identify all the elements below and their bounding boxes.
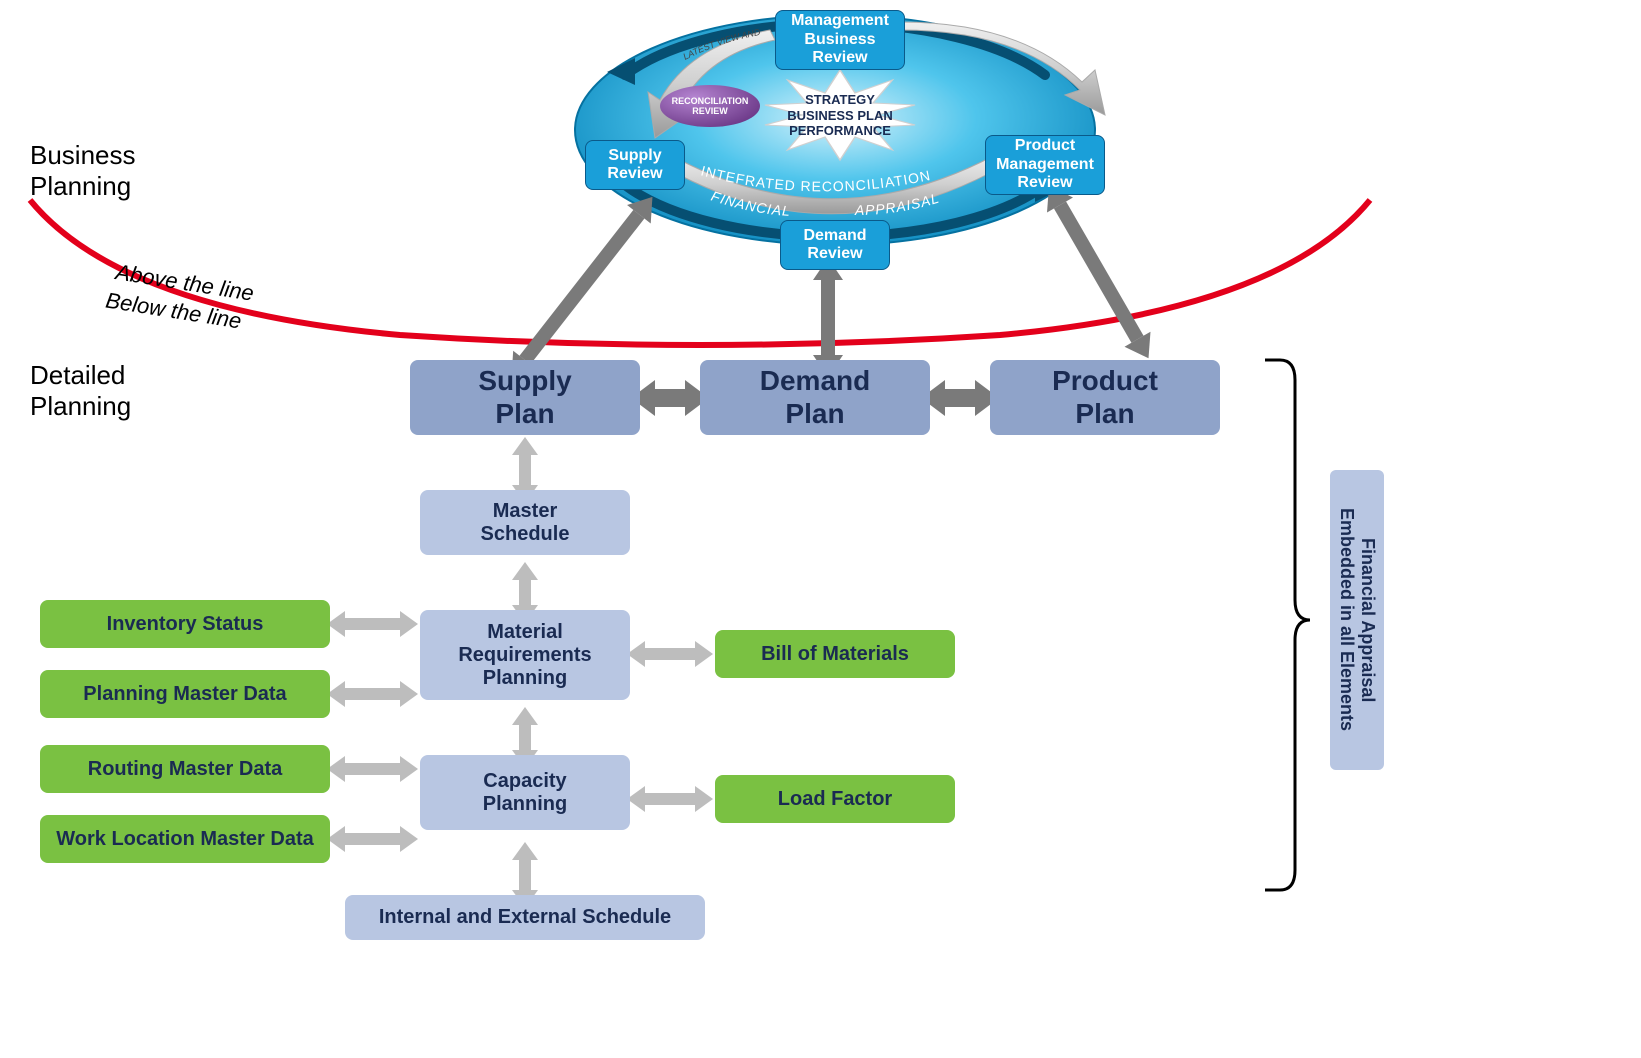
bom-box: Bill of Materials bbox=[715, 630, 955, 678]
bracket bbox=[1265, 360, 1310, 890]
product-review-box: Product Management Review bbox=[985, 135, 1105, 195]
swoosh-bottom bbox=[670, 155, 1005, 214]
starburst-text: STRATEGY BUSINESS PLAN PERFORMANCE bbox=[780, 92, 900, 139]
demand-review-box: Demand Review bbox=[780, 220, 890, 270]
svg-text:INTEFRATED RECONCILIATION: INTEFRATED RECONCILIATION bbox=[699, 162, 932, 194]
product-plan-box: Product Plan bbox=[990, 360, 1220, 435]
inventory-status-box: Inventory Status bbox=[40, 600, 330, 648]
svg-text:FINANCIAL: FINANCIAL bbox=[709, 188, 791, 219]
diagram-canvas: LATEST VIEW AND RECOMMENDATION INTEFRATE… bbox=[0, 0, 1641, 1058]
schedule-box: Internal and External Schedule bbox=[345, 895, 705, 940]
load-factor-box: Load Factor bbox=[715, 775, 955, 823]
supply-review-box: Supply Review bbox=[585, 140, 685, 190]
financial-appraisal-label: Financial Appraisal Embedded in all Elem… bbox=[1330, 470, 1384, 770]
svg-layer: LATEST VIEW AND RECOMMENDATION INTEFRATE… bbox=[0, 0, 1641, 1058]
routing-master-data-box: Routing Master Data bbox=[40, 745, 330, 793]
latest-view-text: LATEST VIEW AND RECOMMENDATION bbox=[0, 0, 762, 62]
swoosh-top-right bbox=[900, 22, 1105, 115]
planning-master-data-box: Planning Master Data bbox=[40, 670, 330, 718]
mrp-box: Material Requirements Planning bbox=[420, 610, 630, 700]
supply-plan-box: Supply Plan bbox=[410, 360, 640, 435]
work-location-box: Work Location Master Data bbox=[40, 815, 330, 863]
management-review-box: Management Business Review bbox=[775, 10, 905, 70]
reconciliation-pill: RECONCILIATION REVIEW bbox=[660, 85, 760, 127]
business-planning-label: Business Planning bbox=[30, 140, 136, 202]
svg-text:APPRAISAL: APPRAISAL bbox=[854, 190, 942, 219]
capacity-box: Capacity Planning bbox=[420, 755, 630, 830]
master-schedule-box: Master Schedule bbox=[420, 490, 630, 555]
demand-plan-box: Demand Plan bbox=[700, 360, 930, 435]
detailed-planning-label: Detailed Planning bbox=[30, 360, 131, 422]
